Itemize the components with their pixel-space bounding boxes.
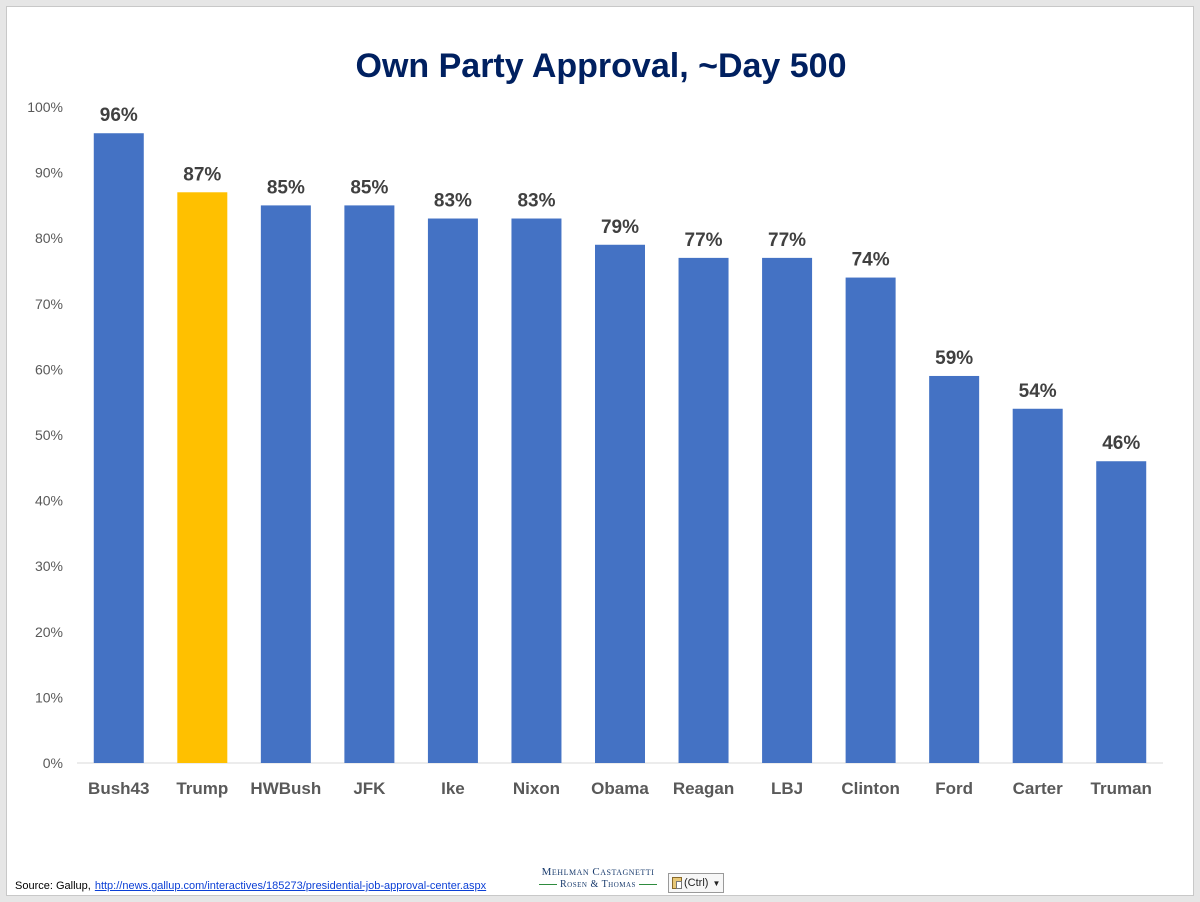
bar-ike [427,218,478,763]
logo-line-2-row: Rosen & Thomas [533,879,663,891]
y-tick-label: 40% [35,493,63,509]
bar-bush43 [93,133,144,763]
paste-options-label: (Ctrl) [684,877,709,889]
data-label-ford: 59% [935,348,973,369]
data-label-obama: 79% [601,217,639,238]
y-axis-ticks: 0% 10% 20% 30% 40% 50% 60% 70% 80% 90% 100% [27,99,63,771]
data-label-truman: 46% [1102,433,1140,454]
x-tick-label-clinton: Clinton [841,779,900,798]
bar-hwbush [260,205,311,763]
slide: Own Party Approval, ~Day 500 0% 10% 20% 30%… [6,6,1194,896]
bar-jfk [344,205,395,763]
bar-carter [1012,408,1063,763]
x-tick-label-obama: Obama [591,779,649,798]
source-prefix: Source: Gallup, [15,880,91,892]
chevron-down-icon: ▼ [712,878,721,888]
y-tick-label: 80% [35,230,63,246]
data-label-lbj: 77% [768,230,806,251]
logo-line-1: Mehlman Castagnetti [541,866,655,878]
x-axis-labels: Bush43 Trump HWBush JFK Ike Nixon Obama Reagan L… [88,779,1152,798]
x-tick-label-nixon: Nixon [513,779,560,798]
y-tick-label: 70% [35,296,63,312]
data-label-bush43: 96% [100,105,138,126]
data-label-carter: 54% [1019,381,1057,402]
data-label-trump: 87% [183,164,221,185]
x-tick-label-trump: Trump [176,779,228,798]
bar-trump [177,192,228,763]
y-tick-label: 60% [35,361,63,377]
data-label-clinton: 74% [852,250,890,271]
x-tick-label-truman: Truman [1091,779,1152,798]
x-tick-label-reagan: Reagan [673,779,734,798]
clipboard-icon [672,877,682,889]
source-link[interactable]: http://news.gallup.com/interactives/1852… [94,880,487,892]
source-note: Source: Gallup, http://news.gallup.com/in… [15,880,486,892]
bar-reagan [678,257,729,763]
paste-options-button[interactable]: (Ctrl) ▼ [668,873,725,893]
y-tick-label: 90% [35,165,63,181]
data-label-reagan: 77% [685,230,723,251]
bar-nixon [511,218,562,763]
data-label-ike: 83% [434,191,472,212]
logo-rule-right [638,884,657,886]
x-tick-label-bush43: Bush43 [88,779,149,798]
y-tick-label: 50% [35,427,63,443]
y-tick-label: 100% [27,99,63,115]
y-tick-label: 30% [35,558,63,574]
x-tick-label-lbj: LBJ [771,779,803,798]
data-labels: 96% 87% 85% 85% 83% 83% 79% 77% 77% 74% 59% 54% 46% [100,105,1141,454]
logo-line-2: Rosen & Thomas [560,879,636,890]
chart-title: Own Party Approval, ~Day 500 [356,47,847,85]
data-label-hwbush: 85% [267,177,305,198]
data-label-jfk: 85% [350,177,388,198]
bar-ford [929,375,980,763]
y-tick-label: 0% [43,755,63,771]
bar-truman [1096,461,1147,763]
x-tick-label-carter: Carter [1013,779,1063,798]
logo-rule-left [539,884,558,886]
bar-chart: Own Party Approval, ~Day 500 0% 10% 20% 30%… [27,47,1163,798]
bar-obama [595,244,645,763]
bar-clinton [845,277,896,763]
y-tick-label: 10% [35,689,63,705]
bars [93,133,1147,763]
y-tick-label: 20% [35,624,63,640]
data-label-nixon: 83% [517,191,555,212]
x-tick-label-hwbush: HWBush [250,779,321,798]
x-tick-label-ike: Ike [441,779,465,798]
x-tick-label-ford: Ford [935,779,973,798]
bar-lbj [762,257,813,763]
x-tick-label-jfk: JFK [353,779,386,798]
firm-logo: Mehlman Castagnetti Rosen & Thomas [533,865,663,895]
